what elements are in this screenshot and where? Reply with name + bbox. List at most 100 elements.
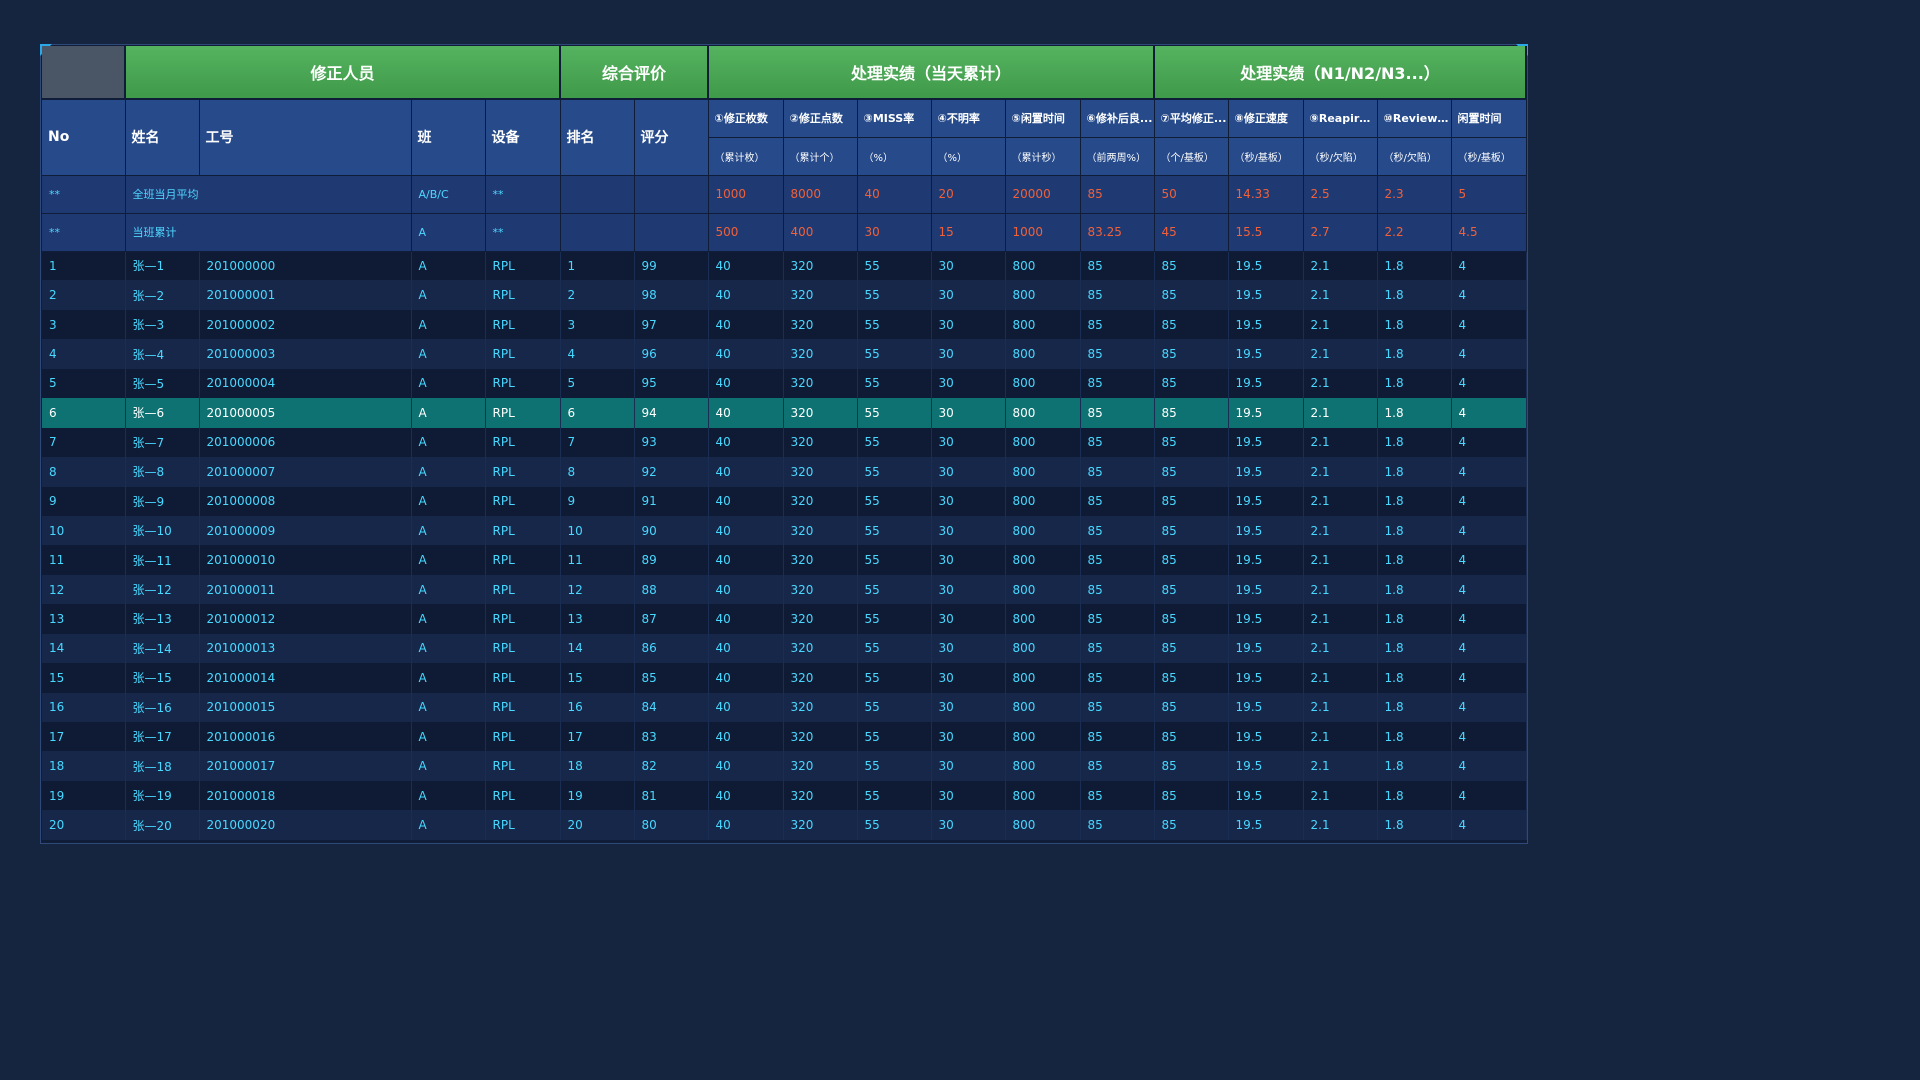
cell-metric: 320 [783,427,858,458]
cell-metric: 2.1 [1303,486,1378,516]
table-row[interactable]: 4 张—4 201000003 A RPL 4 96 40 320 55 30 800 85 85 19.5… [42,339,1527,369]
col-header-score[interactable]: 评分 [634,99,709,176]
table-row[interactable]: 5 张—5 201000004 A RPL 5 95 40 320 55 30 800 85 85 19.5… [42,368,1527,399]
col-header-metric[interactable]: ⑨Reapir速... [1303,99,1378,138]
cell-shift: A [411,692,486,722]
col-header-metric[interactable]: ⑧修正速度 [1228,99,1304,138]
cell-metric: 40 [857,175,932,214]
table-row[interactable]: 20 张—20 201000020 A RPL 20 80 40 320 55 30 800 85 85 1… [42,810,1527,840]
cell-metric: 40 [708,368,784,399]
cell-name: 全班当月平均 [125,175,412,214]
col-header-metric[interactable]: ⑦平均修正... [1154,99,1229,138]
cell-metric: 2.1 [1303,398,1378,428]
col-header-shift[interactable]: 班 [411,99,486,176]
cell-no: 14 [42,633,126,664]
summary-row[interactable]: ** 当班累计 A ** 500 400 30 15 1000 83.25 45 15.5 2.7 2.2… [42,213,1527,252]
cell-metric: 800 [1005,486,1081,516]
cell-score: 91 [634,486,709,516]
cell-no: 11 [42,545,126,575]
group-header-n-series[interactable]: 处理实绩（N1/N2/N3...） [1154,46,1528,100]
group-header-personnel[interactable]: 修正人员 [125,46,562,100]
table-row[interactable]: 18 张—18 201000017 A RPL 18 82 40 320 55 30 800 85 85 1… [42,751,1527,781]
cell-metric: 19.5 [1228,368,1304,399]
col-header-unit: （%） [931,137,1006,176]
cell-device: RPL [485,604,561,634]
cell-id: 201000003 [199,339,412,369]
col-header-name[interactable]: 姓名 [125,99,200,176]
col-header-no[interactable]: No [42,99,126,176]
table-row[interactable]: 19 张—19 201000018 A RPL 19 81 40 320 55 30 800 85 85 1… [42,780,1527,811]
cell-metric: 30 [931,574,1006,605]
cell-shift: A [411,398,486,428]
cell-metric: 320 [783,810,858,840]
cell-metric: 4 [1451,780,1527,811]
table-row[interactable]: 6 张—6 201000005 A RPL 6 94 40 320 55 30 800 85 85 19.5… [42,398,1527,428]
col-header-id[interactable]: 工号 [199,99,412,176]
cell-metric: 320 [783,280,858,310]
col-header-metric[interactable]: ④不明率 [931,99,1006,138]
cell-metric: 85 [1154,810,1229,840]
col-header-metric[interactable]: ⑩Review速... [1377,99,1452,138]
summary-row[interactable]: ** 全班当月平均 A/B/C ** 1000 8000 40 20 20000 85 50 14.3… [42,175,1527,214]
table-row[interactable]: 3 张—3 201000002 A RPL 3 97 40 320 55 30 800 85 85 19.5… [42,309,1527,340]
table-row[interactable]: 13 张—13 201000012 A RPL 13 87 40 320 55 30 800 85 85 1… [42,604,1527,634]
table-row[interactable]: 15 张—15 201000014 A RPL 15 85 40 320 55 30 800 85 85 1… [42,663,1527,693]
col-header-rank[interactable]: 排名 [560,99,635,176]
cell-id: 201000000 [199,251,412,281]
cell-metric: 320 [783,515,858,546]
cell-metric: 800 [1005,692,1081,722]
cell-rank: 14 [560,633,635,664]
cell-metric: 85 [1154,780,1229,811]
table-row[interactable]: 17 张—17 201000016 A RPL 17 83 40 320 55 30 800 85 85 1… [42,722,1527,752]
col-header-metric[interactable]: ①修正枚数 [708,99,784,138]
cell-no: 7 [42,427,126,458]
cell-id: 201000013 [199,633,412,664]
cell-score: 81 [634,780,709,811]
table-row[interactable]: 2 张—2 201000001 A RPL 2 98 40 320 55 30 800 85 85 19.5… [42,280,1527,310]
cell-no: 20 [42,810,126,840]
table-row[interactable]: 9 张—9 201000008 A RPL 9 91 40 320 55 30 800 85 85 19.5… [42,486,1527,516]
table-row[interactable]: 16 张—16 201000015 A RPL 16 84 40 320 55 30 800 85 85 1… [42,692,1527,722]
cell-name: 张—9 [125,486,200,516]
group-header-evaluation[interactable]: 综合评价 [560,46,710,100]
cell-metric: 30 [931,751,1006,781]
cell-metric: 40 [708,663,784,693]
cell-id: 201000016 [199,722,412,752]
cell-device: RPL [485,692,561,722]
cell-no: 19 [42,780,126,811]
table-row[interactable]: 7 张—7 201000006 A RPL 7 93 40 320 55 30 800 85 85 19.5… [42,427,1527,458]
col-header-metric[interactable]: ②修正点数 [783,99,858,138]
cell-shift: A [411,545,486,575]
table-row[interactable]: 10 张—10 201000009 A RPL 10 90 40 320 55 30 800 85 85 1… [42,515,1527,546]
col-header-metric[interactable]: 闲置时间 [1451,99,1527,138]
cell-metric: 85 [1080,368,1155,399]
table-row[interactable]: 1 张—1 201000000 A RPL 1 99 40 320 55 30 800 85 85 19.5… [42,251,1527,281]
cell-metric: 1.8 [1377,633,1452,664]
table-row[interactable]: 11 张—11 201000010 A RPL 11 89 40 320 55 30 800 85 85 1… [42,545,1527,575]
table-row[interactable]: 12 张—12 201000011 A RPL 12 88 40 320 55 30 800 85 85 1… [42,574,1527,605]
cell-metric: 4 [1451,722,1527,752]
table-row[interactable]: 14 张—14 201000013 A RPL 14 86 40 320 55 30 800 85 85 1… [42,633,1527,664]
col-header-metric[interactable]: ③MISS率 [857,99,932,138]
cell-metric: 5 [1451,175,1527,214]
col-header-metric[interactable]: ⑤闲置时间 [1005,99,1081,138]
cell-metric: 2.1 [1303,545,1378,575]
group-header-row: 修正人员 综合评价 处理实绩（当天累计） 处理实绩（N1/N2/N3...） [42,46,1528,100]
col-header-metric[interactable]: ⑥修补后良... [1080,99,1155,138]
col-header-unit: （前两周%） [1080,137,1155,176]
group-header-today[interactable]: 处理实绩（当天累计） [708,46,1156,100]
cell-score: 88 [634,574,709,605]
col-header-device[interactable]: 设备 [485,99,561,176]
cell-metric: 55 [857,810,932,840]
cell-score [634,175,709,214]
cell-metric: 85 [1154,633,1229,664]
cell-metric: 85 [1080,692,1155,722]
cell-name: 张—8 [125,457,200,487]
cell-metric: 55 [857,574,932,605]
cell-name: 张—12 [125,574,200,605]
cell-metric: 19.5 [1228,545,1304,575]
cell-rank: 13 [560,604,635,634]
table-row[interactable]: 8 张—8 201000007 A RPL 8 92 40 320 55 30 800 85 85 19.5… [42,457,1527,487]
cell-metric: 15.5 [1228,213,1304,252]
col-header-unit: （秒/基板） [1451,137,1527,176]
